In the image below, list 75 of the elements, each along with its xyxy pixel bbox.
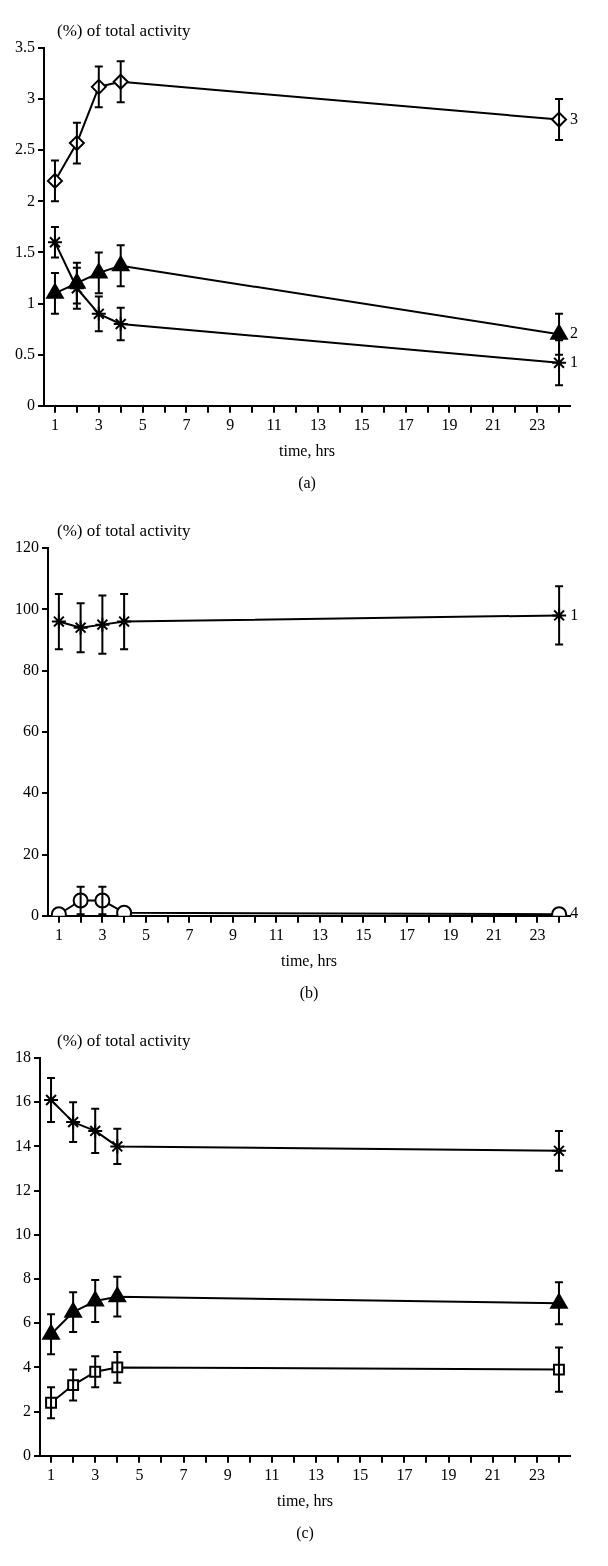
x-tick-label: 1	[54, 925, 63, 943]
x-tick-label: 9	[228, 925, 237, 943]
y-tick-label: 100	[15, 599, 39, 617]
y-tick-label: 10	[15, 1225, 31, 1242]
x-tick-label: 3	[91, 1465, 100, 1483]
x-tick-label: 19	[442, 925, 459, 943]
y-tick-label: 80	[23, 660, 39, 678]
y-tick-label: 3	[27, 89, 35, 107]
x-tick-label: 7	[182, 415, 191, 433]
text: (b)	[299, 984, 319, 1003]
x-tick-label: 3	[94, 415, 103, 433]
x-tick-label: 5	[135, 1465, 144, 1483]
x-tick-label: 11	[268, 925, 285, 943]
x-tick-label: 17	[398, 925, 415, 943]
x-tick-label: 23	[529, 415, 546, 433]
y-tick-label: 1	[27, 293, 35, 311]
y-tick-label: 4	[23, 1357, 31, 1375]
x-axis-title: time, hrs	[279, 442, 335, 460]
text: (a)	[298, 474, 316, 493]
series-label: 4	[570, 904, 579, 922]
x-tick-label: 15	[355, 925, 372, 943]
series-label: 2	[570, 324, 579, 342]
x-tick-label: 19	[441, 415, 458, 433]
y-tick-label: 120	[15, 538, 39, 556]
x-tick-label: 21	[484, 1465, 501, 1483]
x-tick-label: 19	[440, 1465, 457, 1483]
y-tick-label: 0.5	[15, 344, 35, 362]
y-tick-label: 2.5	[15, 140, 35, 158]
x-tick-label: 13	[311, 925, 328, 943]
series-label: 1	[570, 353, 579, 371]
x-tick-label: 17	[397, 415, 414, 433]
y-tick-label: 12	[15, 1180, 31, 1198]
x-tick-label: 17	[396, 1465, 413, 1483]
x-tick-label: 9	[226, 415, 235, 433]
series-label: 1	[570, 605, 579, 623]
y-axis-title: (%) of total activity	[57, 20, 192, 40]
x-tick-label: 7	[179, 1465, 188, 1483]
x-tick-label: 15	[353, 415, 370, 433]
y-tick-label: 0	[31, 906, 39, 923]
y-tick-label: 60	[23, 722, 39, 740]
y-tick-label: 1.5	[15, 242, 35, 260]
x-axis-title: time, hrs	[281, 952, 337, 970]
x-tick-label: 1	[50, 415, 59, 433]
x-tick-label: 11	[264, 1465, 280, 1483]
x-tick-label: 5	[138, 415, 147, 433]
y-tick-label: 18	[15, 1048, 31, 1066]
x-tick-label: 23	[528, 1465, 545, 1483]
x-tick-label: 15	[352, 1465, 369, 1483]
y-axis-title: (%) of total activity	[57, 520, 192, 540]
x-tick-label: 5	[141, 925, 150, 943]
y-tick-label: 3.5	[15, 38, 35, 56]
x-tick-label: 21	[485, 925, 502, 943]
y-tick-label: 2	[23, 1401, 31, 1419]
x-tick-label: 3	[98, 925, 107, 943]
y-axis-title: (%) of total activity	[57, 1030, 192, 1050]
y-tick-label: 2	[27, 191, 35, 209]
y-tick-label: 0	[27, 396, 35, 413]
y-tick-label: 40	[23, 783, 39, 801]
y-tick-label: 16	[15, 1092, 31, 1110]
y-tick-label: 14	[15, 1136, 31, 1154]
x-tick-label: 23	[529, 925, 546, 943]
y-tick-label: 8	[23, 1269, 31, 1287]
x-tick-label: 13	[308, 1465, 325, 1483]
y-tick-label: 6	[23, 1313, 31, 1331]
y-tick-label: 20	[23, 844, 39, 862]
x-tick-label: 1	[47, 1465, 56, 1483]
series-label: 3	[570, 109, 579, 127]
x-tick-label: 13	[309, 415, 326, 433]
x-tick-label: 11	[266, 415, 282, 433]
x-tick-label: 9	[223, 1465, 232, 1483]
y-tick-label: 0	[23, 1446, 31, 1463]
x-tick-label: 7	[185, 925, 194, 943]
x-tick-label: 21	[485, 415, 502, 433]
x-axis-title: time, hrs	[277, 1492, 333, 1510]
text: (c)	[296, 1524, 314, 1543]
